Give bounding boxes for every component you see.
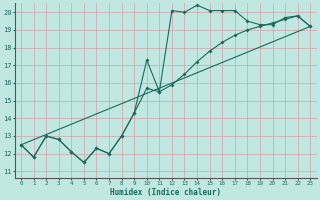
X-axis label: Humidex (Indice chaleur): Humidex (Indice chaleur) [110,188,221,197]
